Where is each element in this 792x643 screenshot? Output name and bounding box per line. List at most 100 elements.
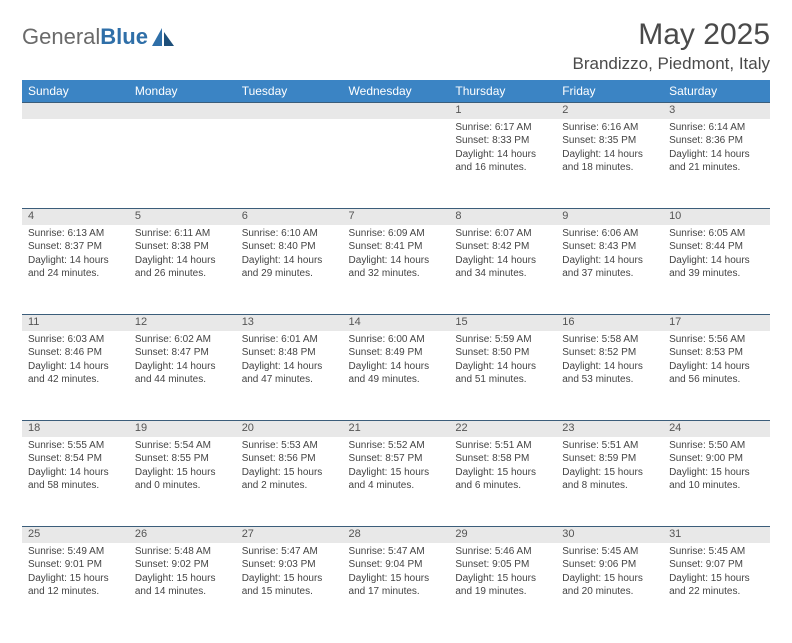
day-line: Daylight: 14 hours — [349, 360, 444, 374]
daynum: 6 — [236, 209, 343, 225]
day-line: and 37 minutes. — [562, 267, 657, 281]
day-line: Daylight: 14 hours — [349, 254, 444, 268]
daynum-row: 45678910 — [22, 209, 770, 225]
daynum-row: 18192021222324 — [22, 421, 770, 437]
daynum: 11 — [22, 315, 129, 331]
day-line: Sunrise: 6:00 AM — [349, 333, 444, 347]
day-line: Sunset: 8:35 PM — [562, 134, 657, 148]
day-cell: Sunrise: 6:03 AMSunset: 8:46 PMDaylight:… — [22, 331, 129, 421]
header: GeneralBlue May 2025 Brandizzo, Piedmont… — [22, 18, 770, 74]
day-line: Sunset: 9:06 PM — [562, 558, 657, 572]
day-line: Sunrise: 5:47 AM — [349, 545, 444, 559]
day-cell: Sunrise: 5:47 AMSunset: 9:04 PMDaylight:… — [343, 543, 450, 633]
day-line: Sunset: 8:38 PM — [135, 240, 230, 254]
day-line: and 6 minutes. — [455, 479, 550, 493]
day-line: Daylight: 14 hours — [669, 148, 764, 162]
day-header: Wednesday — [343, 80, 450, 103]
day-line: Daylight: 14 hours — [135, 360, 230, 374]
day-cell: Sunrise: 5:54 AMSunset: 8:55 PMDaylight:… — [129, 437, 236, 527]
day-cell: Sunrise: 5:55 AMSunset: 8:54 PMDaylight:… — [22, 437, 129, 527]
day-line: Sunrise: 5:55 AM — [28, 439, 123, 453]
day-line: Daylight: 14 hours — [669, 360, 764, 374]
day-cell: Sunrise: 5:53 AMSunset: 8:56 PMDaylight:… — [236, 437, 343, 527]
day-cell: Sunrise: 6:09 AMSunset: 8:41 PMDaylight:… — [343, 225, 450, 315]
sail-icon — [150, 26, 176, 48]
day-line: Sunrise: 5:49 AM — [28, 545, 123, 559]
day-cell: Sunrise: 5:47 AMSunset: 9:03 PMDaylight:… — [236, 543, 343, 633]
day-line: Sunrise: 5:53 AM — [242, 439, 337, 453]
day-line: Daylight: 14 hours — [562, 254, 657, 268]
day-line: Sunrise: 5:45 AM — [669, 545, 764, 559]
day-line: Daylight: 15 hours — [562, 466, 657, 480]
day-line: Sunset: 8:52 PM — [562, 346, 657, 360]
day-line: and 14 minutes. — [135, 585, 230, 599]
day-line: Daylight: 15 hours — [669, 572, 764, 586]
day-line: Sunrise: 6:17 AM — [455, 121, 550, 135]
day-line: and 10 minutes. — [669, 479, 764, 493]
day-line: and 49 minutes. — [349, 373, 444, 387]
daynum-row: 123 — [22, 103, 770, 119]
daynum: 28 — [343, 527, 450, 543]
day-line: Sunset: 8:53 PM — [669, 346, 764, 360]
day-cell: Sunrise: 6:11 AMSunset: 8:38 PMDaylight:… — [129, 225, 236, 315]
day-line: Sunset: 8:36 PM — [669, 134, 764, 148]
daynum: 16 — [556, 315, 663, 331]
day-line: and 8 minutes. — [562, 479, 657, 493]
day-line: Sunset: 8:58 PM — [455, 452, 550, 466]
content-row: Sunrise: 6:17 AMSunset: 8:33 PMDaylight:… — [22, 119, 770, 209]
day-cell — [129, 119, 236, 209]
daynum: 21 — [343, 421, 450, 437]
day-cell: Sunrise: 5:46 AMSunset: 9:05 PMDaylight:… — [449, 543, 556, 633]
day-line: Sunset: 8:55 PM — [135, 452, 230, 466]
day-line: Daylight: 14 hours — [28, 360, 123, 374]
day-line: Daylight: 15 hours — [28, 572, 123, 586]
day-line: Sunset: 8:41 PM — [349, 240, 444, 254]
day-line: and 44 minutes. — [135, 373, 230, 387]
day-line: Sunrise: 6:07 AM — [455, 227, 550, 241]
day-cell: Sunrise: 6:02 AMSunset: 8:47 PMDaylight:… — [129, 331, 236, 421]
daynum: 29 — [449, 527, 556, 543]
day-line: Daylight: 14 hours — [455, 360, 550, 374]
day-line: Sunrise: 5:45 AM — [562, 545, 657, 559]
day-line: and 26 minutes. — [135, 267, 230, 281]
daynum-empty — [22, 103, 129, 119]
day-line: Daylight: 14 hours — [242, 254, 337, 268]
day-cell: Sunrise: 6:17 AMSunset: 8:33 PMDaylight:… — [449, 119, 556, 209]
day-line: and 42 minutes. — [28, 373, 123, 387]
day-line: Sunrise: 6:03 AM — [28, 333, 123, 347]
day-line: and 53 minutes. — [562, 373, 657, 387]
daynum: 10 — [663, 209, 770, 225]
day-line: Sunset: 8:50 PM — [455, 346, 550, 360]
day-cell: Sunrise: 5:50 AMSunset: 9:00 PMDaylight:… — [663, 437, 770, 527]
day-line: Daylight: 15 hours — [669, 466, 764, 480]
day-line: Sunset: 8:47 PM — [135, 346, 230, 360]
day-line: Daylight: 15 hours — [242, 572, 337, 586]
calendar-table: SundayMondayTuesdayWednesdayThursdayFrid… — [22, 80, 770, 633]
daynum: 2 — [556, 103, 663, 119]
day-cell: Sunrise: 5:59 AMSunset: 8:50 PMDaylight:… — [449, 331, 556, 421]
day-line: and 22 minutes. — [669, 585, 764, 599]
day-line: Daylight: 14 hours — [562, 360, 657, 374]
day-line: and 19 minutes. — [455, 585, 550, 599]
day-line: Sunset: 8:40 PM — [242, 240, 337, 254]
day-line: and 2 minutes. — [242, 479, 337, 493]
day-line: Sunset: 9:04 PM — [349, 558, 444, 572]
daynum: 9 — [556, 209, 663, 225]
content-row: Sunrise: 6:03 AMSunset: 8:46 PMDaylight:… — [22, 331, 770, 421]
day-line: Daylight: 15 hours — [242, 466, 337, 480]
daynum: 27 — [236, 527, 343, 543]
day-cell — [343, 119, 450, 209]
day-line: Sunrise: 5:54 AM — [135, 439, 230, 453]
day-line: and 20 minutes. — [562, 585, 657, 599]
day-line: Daylight: 15 hours — [562, 572, 657, 586]
calendar-header-row: SundayMondayTuesdayWednesdayThursdayFrid… — [22, 80, 770, 103]
day-header: Saturday — [663, 80, 770, 103]
day-line: and 18 minutes. — [562, 161, 657, 175]
day-line: Sunrise: 5:59 AM — [455, 333, 550, 347]
day-line: Sunset: 9:03 PM — [242, 558, 337, 572]
day-cell: Sunrise: 6:00 AMSunset: 8:49 PMDaylight:… — [343, 331, 450, 421]
day-cell: Sunrise: 5:48 AMSunset: 9:02 PMDaylight:… — [129, 543, 236, 633]
day-line: and 34 minutes. — [455, 267, 550, 281]
content-row: Sunrise: 5:55 AMSunset: 8:54 PMDaylight:… — [22, 437, 770, 527]
day-line: Sunrise: 6:13 AM — [28, 227, 123, 241]
